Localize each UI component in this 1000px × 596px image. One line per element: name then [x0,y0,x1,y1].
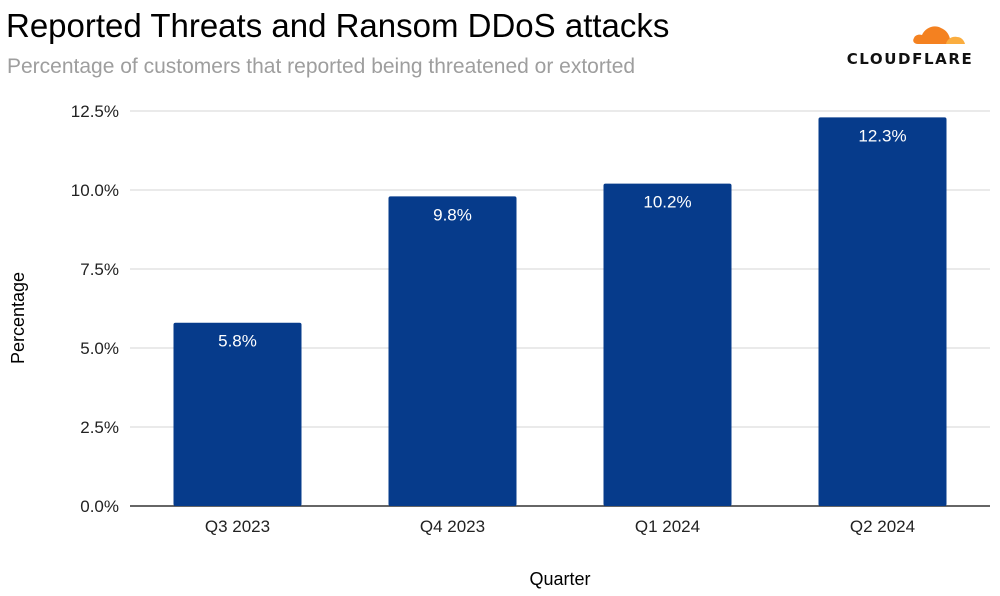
bar [603,183,732,506]
logo-wordmark: CLOUDFLARE [846,50,974,68]
chart-title: Reported Threats and Ransom DDoS attacks [6,7,670,44]
y-tick-label: 7.5% [80,260,119,279]
y-tick-label: 2.5% [80,418,119,437]
chart-subtitle: Percentage of customers that reported be… [7,55,636,78]
y-tick-label: 12.5% [71,102,119,121]
y-tick-label: 5.0% [80,339,119,358]
y-axis-label: Percentage [8,272,28,364]
bar [818,117,947,506]
bars: 5.8% 9.8% 10.2% 12.3% [173,117,947,506]
bar [173,322,302,506]
y-tick-label: 0.0% [80,497,119,516]
bar-data-label: 12.3% [858,126,906,145]
x-tick-label: Q1 2024 [635,517,700,536]
cloud-icon [913,26,965,44]
cloudflare-logo: CLOUDFLARE [830,10,990,70]
x-axis-label: Quarter [529,569,590,589]
y-axis-ticks: 0.0% 2.5% 5.0% 7.5% 10.0% 12.5% [71,102,119,516]
x-tick-label: Q2 2024 [850,517,915,536]
y-tick-label: 10.0% [71,181,119,200]
x-axis-ticks: Q3 2023 Q4 2023 Q1 2024 Q2 2024 [205,517,915,536]
x-tick-label: Q4 2023 [420,517,485,536]
x-tick-label: Q3 2023 [205,517,270,536]
bar-data-label: 10.2% [643,193,691,212]
bar [388,196,517,506]
bar-data-label: 5.8% [218,332,257,351]
bar-data-label: 9.8% [433,205,472,224]
